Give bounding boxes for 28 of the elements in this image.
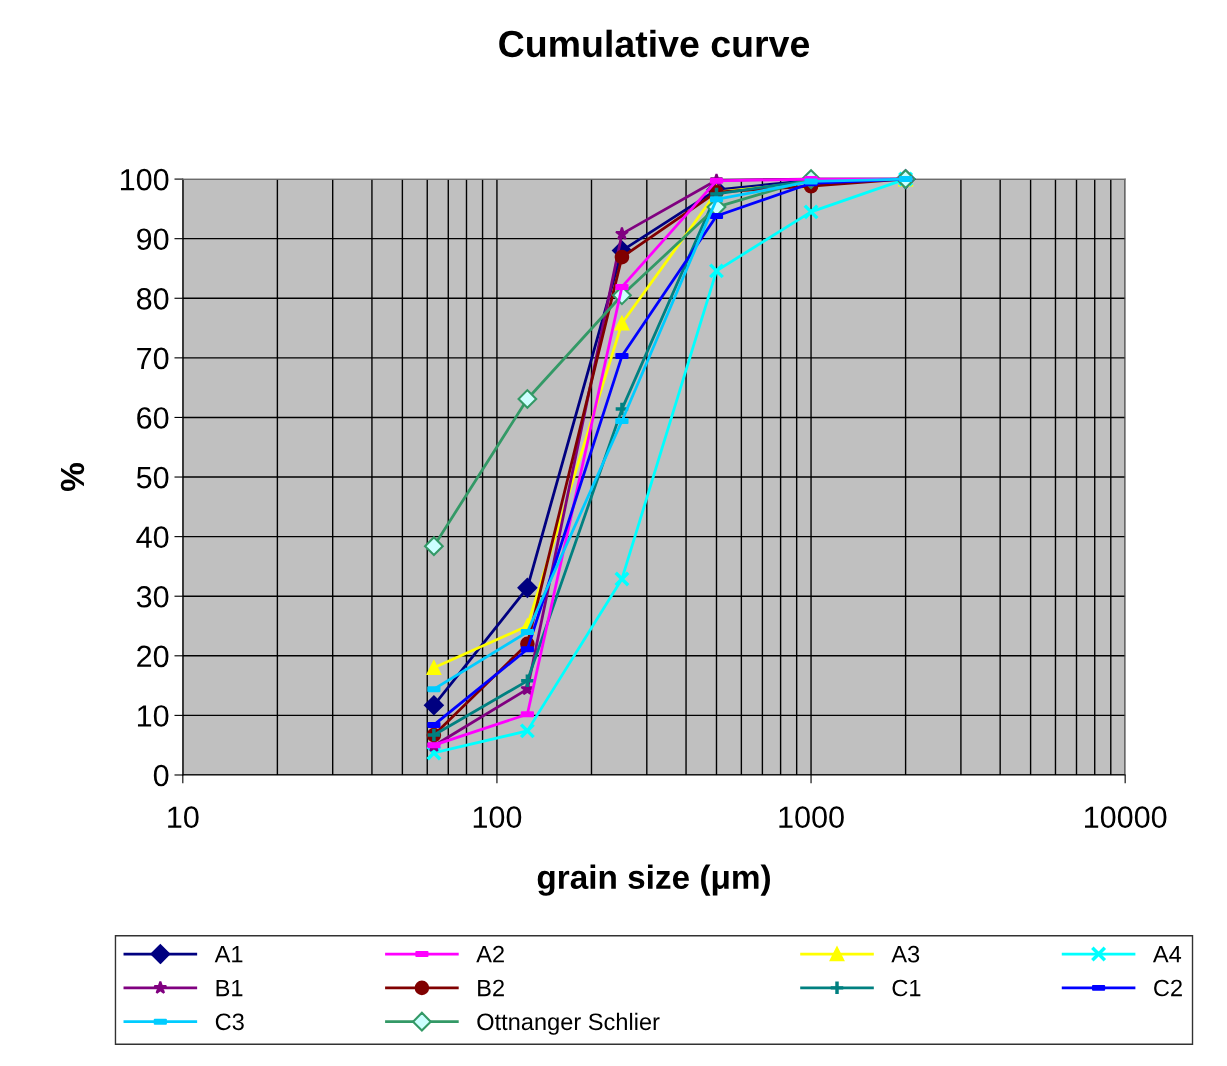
y-tick-label: 40 [136,526,169,548]
legend-label: A4 [1152,946,1182,963]
x-axis-title: grain size (μm) [537,864,770,896]
legend-label: A1 [214,946,243,963]
chart-title: Cumulative curve [499,29,810,58]
legend-label: C3 [215,1013,244,1031]
x-tick-label: 10 [168,806,199,828]
x-tick-label: 100 [473,806,522,828]
y-tick-label: 50 [136,466,169,489]
x-tick-label: 1000 [779,806,844,828]
legend-label: B1 [216,979,243,997]
y-tick-label: 100 [120,168,169,191]
legend-label: A3 [891,945,920,963]
y-tick-label: 60 [137,407,169,429]
y-tick-label: 10 [137,705,169,727]
legend-label: Ottnanger Schlier [477,1012,660,1035]
legend-label: C1 [892,979,921,997]
y-tick-label: 80 [136,288,169,310]
legend-label: C2 [1154,979,1182,997]
legend-label: A2 [476,945,504,963]
legend-label: B2 [478,979,504,997]
y-tick-label: 70 [137,347,169,370]
y-tick-label: 30 [136,585,169,608]
y-axis-title: % [60,463,85,492]
x-tick-label: 10000 [1085,806,1167,828]
y-tick-label: 0 [153,764,169,787]
y-tick-label: 90 [137,228,169,251]
y-tick-label: 20 [137,645,169,668]
